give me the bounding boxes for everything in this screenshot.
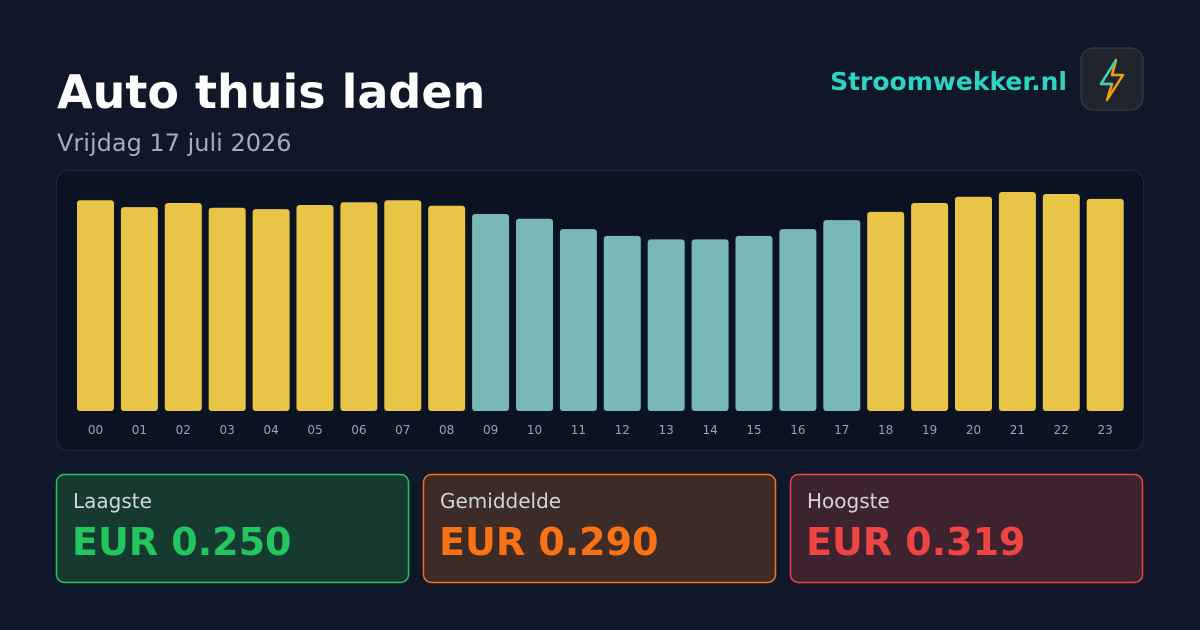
x-tick-label: 15 — [746, 423, 761, 437]
x-tick-label: 05 — [307, 423, 322, 437]
subtitle: Vrijdag 17 juli 2026 — [57, 129, 292, 157]
x-tick-label: 03 — [220, 423, 235, 437]
stat-value: EUR 0.250 — [72, 520, 292, 564]
bar — [384, 200, 422, 411]
bar — [296, 205, 334, 411]
brand-icon — [1080, 47, 1144, 111]
stat-card — [55, 473, 410, 584]
x-tick-label: 11 — [571, 423, 586, 437]
bar — [340, 202, 378, 411]
x-tick-label: 12 — [615, 423, 630, 437]
stat-value: EUR 0.290 — [439, 520, 659, 564]
x-tick-label: 17 — [834, 423, 849, 437]
bar — [691, 239, 729, 411]
bolt-icon-accent — [1099, 59, 1118, 86]
bar — [998, 192, 1036, 411]
bar — [603, 235, 641, 411]
stat-value: EUR 0.319 — [806, 520, 1026, 564]
bar — [911, 202, 949, 411]
x-tick-label: 13 — [659, 423, 674, 437]
bar — [516, 218, 553, 411]
bar — [823, 220, 861, 411]
stat-label: Hoogste — [807, 489, 890, 513]
x-tick-label: 14 — [702, 423, 717, 437]
x-tick-label: 02 — [176, 423, 191, 437]
x-tick-label: 22 — [1054, 423, 1069, 437]
bar — [164, 202, 202, 411]
x-tick-label: 04 — [263, 423, 278, 437]
x-tick-label: 06 — [351, 423, 366, 437]
x-tick-label: 01 — [132, 423, 147, 437]
bar — [428, 205, 466, 411]
stat-card — [789, 473, 1144, 584]
x-tick-label: 08 — [439, 423, 454, 437]
bar — [77, 200, 114, 411]
x-tick-label: 18 — [878, 423, 893, 437]
bar — [559, 229, 597, 411]
stat-label: Laagste — [73, 489, 152, 513]
x-tick-label: 20 — [966, 423, 981, 437]
x-tick-label: 10 — [527, 423, 542, 437]
bar — [1042, 194, 1080, 411]
title: Auto thuis laden — [57, 65, 485, 119]
x-tick-label: 00 — [88, 423, 103, 437]
x-tick-label: 16 — [790, 423, 805, 437]
x-tick-label: 21 — [1010, 423, 1025, 437]
bar — [955, 196, 992, 411]
bar — [472, 213, 510, 411]
stat-card — [422, 473, 777, 584]
bar — [779, 229, 817, 411]
bar — [735, 235, 773, 411]
bar — [252, 209, 290, 411]
bar — [120, 207, 158, 411]
x-tick-label: 23 — [1098, 423, 1113, 437]
x-tick-label: 07 — [395, 423, 410, 437]
x-tick-label: 09 — [483, 423, 498, 437]
brand: Stroomwekker.nl — [830, 67, 1067, 96]
stat-label: Gemiddelde — [440, 489, 561, 513]
x-tick-label: 19 — [922, 423, 937, 437]
bar — [647, 239, 685, 411]
bar — [1086, 198, 1124, 411]
bar — [867, 211, 905, 411]
bar — [208, 207, 246, 411]
